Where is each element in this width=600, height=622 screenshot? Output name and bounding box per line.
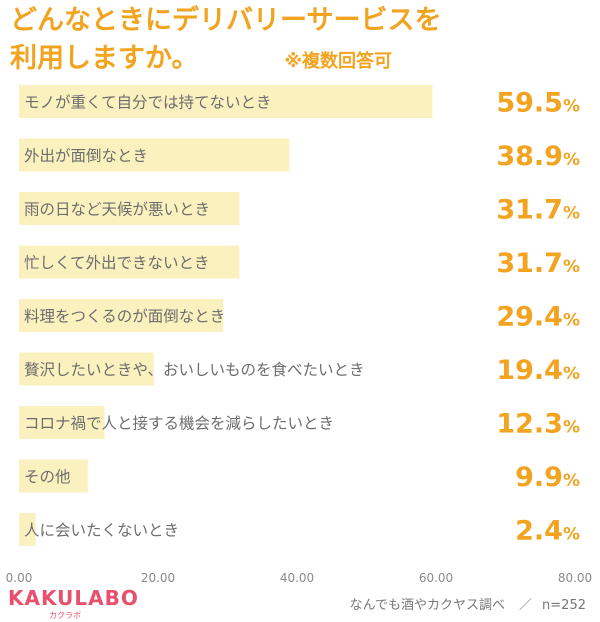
title-line-2: 利用しますか。 [10, 43, 199, 74]
value-label-5: 19.4% [496, 355, 580, 386]
category-label-4: 料理をつくるのが面倒なとき [24, 308, 225, 326]
value-label-0: 59.5% [496, 88, 580, 119]
title-line-1: どんなときにデリバリーサービスを [10, 5, 442, 36]
category-label-8: 人に会いたくないとき [24, 522, 179, 540]
value-label-7: 9.9% [515, 462, 580, 493]
category-labels-group: モノが重くて自分では持てないとき外出が面倒なとき雨の日など天候が悪いとき忙しくて… [24, 94, 365, 540]
bar-1 [19, 138, 290, 172]
sample-size: n=252 [542, 598, 586, 613]
bar-5 [19, 352, 154, 386]
bar-2 [19, 192, 240, 225]
x-tick-1: 20.00 [141, 571, 175, 585]
category-label-2: 雨の日など天候が悪いとき [24, 201, 210, 219]
separator-slash: ／ [519, 598, 533, 613]
category-label-5: 贅沢したいときや、おいしいものを食べたいとき [24, 361, 365, 379]
x-tick-4: 80.00 [558, 571, 592, 585]
value-labels-group: 59.5% 38.9% 31.7% 31.7% 29.4% 19.4% 12.3% 9.9% 2… [496, 88, 580, 547]
bar-4 [19, 299, 224, 332]
category-label-6: コロナ禍で人と接する機会を減らしたいとき [24, 415, 334, 433]
value-label-1: 38.9% [496, 141, 580, 172]
category-label-1: 外出が面倒なとき [24, 147, 148, 165]
category-label-7: その他 [24, 468, 71, 486]
category-label-0: モノが重くて自分では持てないとき [24, 94, 272, 112]
bar-6 [19, 406, 105, 439]
value-label-4: 29.4% [496, 302, 580, 333]
source-note: なんでも酒やカクヤス調べ ／ n=252 [350, 594, 586, 613]
bar-3 [19, 245, 240, 279]
value-label-6: 12.3% [496, 409, 580, 440]
source-text: なんでも酒やカクヤス調べ [349, 598, 506, 613]
category-label-3: 忙しくて外出できないとき [24, 254, 210, 272]
x-tick-0: 0.00 [6, 571, 33, 585]
x-tick-2: 40.00 [280, 571, 314, 585]
bars-group [19, 85, 433, 546]
bar-7 [19, 459, 88, 493]
x-tick-3: 60.00 [419, 571, 453, 585]
multiple-answers-note: ※複数回答可 [284, 51, 392, 72]
value-label-3: 31.7% [496, 248, 580, 279]
value-label-2: 31.7% [496, 195, 580, 226]
value-label-8: 2.4% [515, 516, 580, 547]
chart-title: どんなときにデリバリーサービスを 利用しますか。 ※複数回答可 [10, 2, 441, 81]
x-axis-ticks-group: 0.00 20.00 40.00 60.00 80.00 [6, 571, 593, 585]
kakulabo-logo: KAKULABO [8, 586, 139, 610]
bar-8 [19, 513, 36, 546]
kakulabo-logo-sub: カクラボ [49, 611, 81, 620]
bar-0 [19, 85, 433, 118]
